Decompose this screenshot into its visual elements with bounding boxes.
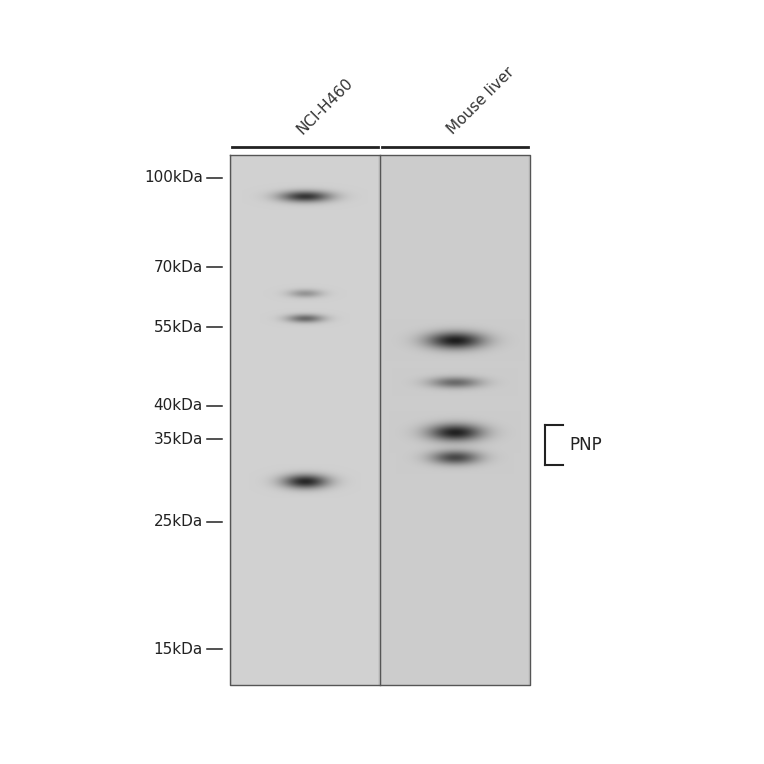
- Text: 25kDa: 25kDa: [154, 514, 203, 529]
- Text: 15kDa: 15kDa: [154, 642, 203, 656]
- Text: PNP: PNP: [569, 436, 602, 454]
- Text: Mouse liver: Mouse liver: [445, 64, 517, 137]
- Text: 35kDa: 35kDa: [154, 432, 203, 446]
- Text: 55kDa: 55kDa: [154, 319, 203, 335]
- Text: NCI-H460: NCI-H460: [294, 75, 356, 137]
- Text: 40kDa: 40kDa: [154, 399, 203, 413]
- Text: 100kDa: 100kDa: [144, 170, 203, 186]
- Text: 70kDa: 70kDa: [154, 260, 203, 274]
